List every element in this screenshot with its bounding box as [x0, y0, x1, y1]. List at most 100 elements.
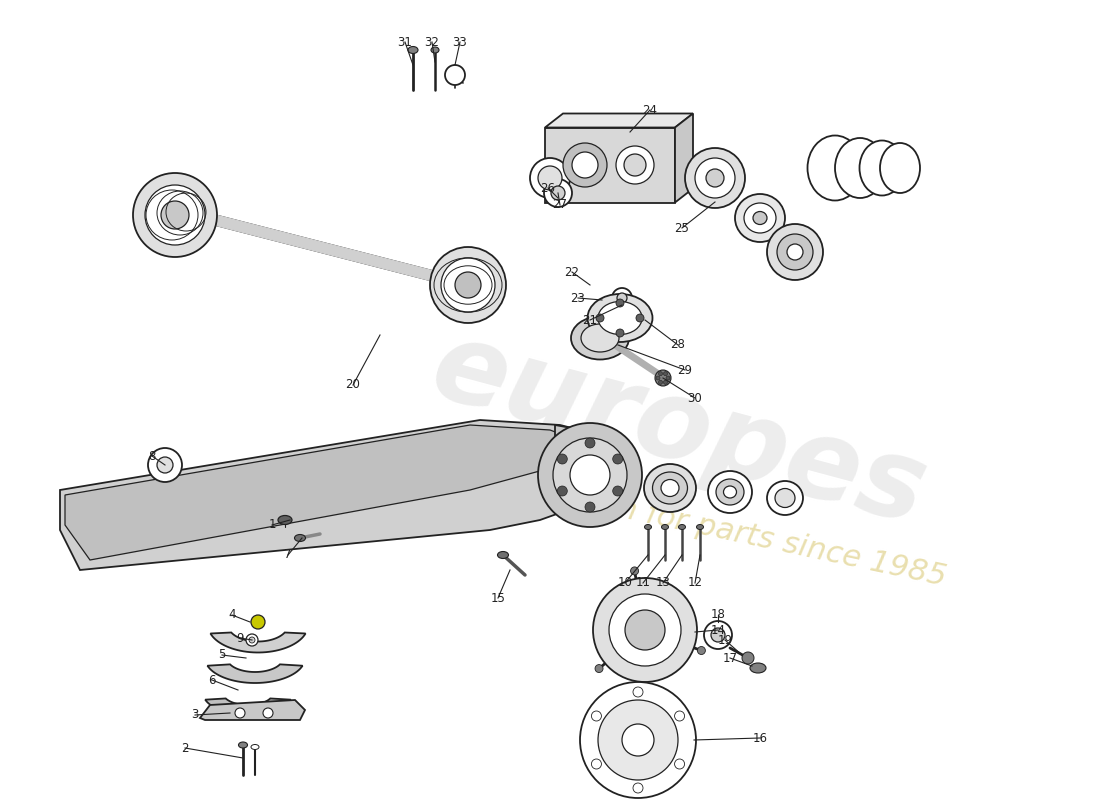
Polygon shape	[200, 700, 305, 720]
Circle shape	[711, 628, 725, 642]
Text: a passion for parts since 1985: a passion for parts since 1985	[492, 468, 948, 592]
Circle shape	[786, 244, 803, 260]
Circle shape	[148, 448, 182, 482]
Ellipse shape	[497, 551, 508, 558]
Polygon shape	[544, 127, 675, 202]
Ellipse shape	[661, 525, 669, 530]
Circle shape	[263, 708, 273, 718]
Circle shape	[663, 372, 668, 376]
Ellipse shape	[431, 47, 439, 53]
Circle shape	[616, 146, 654, 184]
Text: 6: 6	[208, 674, 216, 686]
Circle shape	[674, 759, 684, 769]
Ellipse shape	[581, 324, 619, 352]
Circle shape	[742, 652, 754, 664]
Circle shape	[544, 179, 572, 207]
Ellipse shape	[251, 745, 258, 750]
Text: 16: 16	[752, 731, 768, 745]
Text: 15: 15	[491, 591, 505, 605]
Circle shape	[592, 759, 602, 769]
Circle shape	[145, 185, 205, 245]
Ellipse shape	[278, 515, 292, 525]
Ellipse shape	[295, 534, 306, 542]
Ellipse shape	[661, 479, 679, 497]
Text: 20: 20	[345, 378, 361, 391]
Ellipse shape	[652, 472, 688, 504]
Circle shape	[632, 783, 644, 793]
Circle shape	[598, 700, 678, 780]
Text: 12: 12	[688, 577, 703, 590]
Ellipse shape	[744, 203, 775, 233]
Circle shape	[616, 329, 624, 337]
Polygon shape	[206, 698, 290, 714]
Circle shape	[595, 665, 603, 673]
Circle shape	[612, 288, 632, 308]
Circle shape	[563, 143, 607, 187]
Ellipse shape	[708, 471, 752, 513]
Circle shape	[695, 158, 735, 198]
Ellipse shape	[859, 141, 904, 195]
Circle shape	[593, 578, 697, 682]
Circle shape	[617, 293, 627, 303]
Text: 23: 23	[571, 291, 585, 305]
Ellipse shape	[835, 138, 886, 198]
Text: 10: 10	[617, 577, 632, 590]
Polygon shape	[213, 215, 470, 290]
Circle shape	[624, 154, 646, 176]
Text: 22: 22	[564, 266, 580, 278]
Ellipse shape	[679, 525, 685, 530]
Text: 31: 31	[397, 35, 412, 49]
Circle shape	[558, 486, 568, 496]
Ellipse shape	[716, 479, 744, 505]
Text: 17: 17	[723, 651, 737, 665]
Ellipse shape	[880, 143, 920, 193]
Circle shape	[572, 152, 598, 178]
Circle shape	[251, 615, 265, 629]
Circle shape	[621, 724, 654, 756]
Text: 4: 4	[229, 609, 235, 622]
Ellipse shape	[571, 317, 629, 359]
Text: 3: 3	[191, 709, 199, 722]
Circle shape	[553, 438, 627, 512]
Text: 21: 21	[583, 314, 597, 326]
Circle shape	[246, 634, 258, 646]
Text: 14: 14	[711, 623, 726, 637]
Polygon shape	[675, 114, 693, 202]
Circle shape	[249, 637, 255, 643]
Circle shape	[551, 186, 565, 200]
Ellipse shape	[239, 742, 248, 748]
Circle shape	[656, 376, 660, 380]
Ellipse shape	[735, 194, 785, 242]
Text: 8: 8	[148, 450, 156, 462]
Polygon shape	[210, 633, 306, 653]
Circle shape	[538, 166, 562, 190]
Ellipse shape	[767, 481, 803, 515]
Circle shape	[609, 594, 681, 666]
Circle shape	[767, 224, 823, 280]
Circle shape	[636, 314, 644, 322]
Polygon shape	[60, 420, 620, 570]
Text: 11: 11	[636, 577, 650, 590]
Circle shape	[685, 148, 745, 208]
Text: 28: 28	[671, 338, 685, 351]
Circle shape	[441, 258, 495, 312]
Text: 27: 27	[552, 198, 568, 211]
Circle shape	[630, 567, 639, 575]
Circle shape	[706, 169, 724, 187]
Circle shape	[596, 314, 604, 322]
Circle shape	[616, 299, 624, 307]
Circle shape	[666, 376, 670, 380]
Text: 19: 19	[717, 634, 733, 646]
Circle shape	[558, 454, 568, 464]
Text: 33: 33	[452, 35, 468, 49]
Circle shape	[632, 687, 644, 697]
Text: 7: 7	[284, 549, 292, 562]
Text: 29: 29	[678, 363, 693, 377]
Circle shape	[613, 486, 623, 496]
Text: 32: 32	[425, 35, 439, 49]
Text: 2: 2	[182, 742, 189, 754]
Ellipse shape	[408, 46, 418, 54]
Ellipse shape	[724, 486, 737, 498]
Ellipse shape	[776, 489, 795, 507]
Circle shape	[580, 682, 696, 798]
